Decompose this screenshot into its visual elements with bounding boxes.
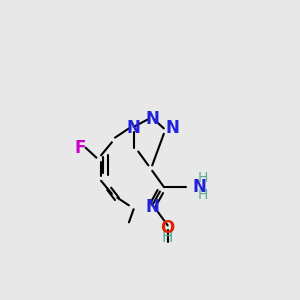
Text: N: N: [165, 119, 179, 137]
Text: N: N: [193, 178, 206, 196]
Text: N: N: [127, 119, 140, 137]
Text: F: F: [74, 139, 86, 157]
Text: N: N: [145, 198, 159, 216]
Text: H: H: [162, 230, 173, 245]
Text: O: O: [160, 219, 175, 237]
Text: H: H: [198, 172, 208, 185]
Text: H: H: [198, 188, 208, 203]
Text: N: N: [145, 110, 159, 128]
